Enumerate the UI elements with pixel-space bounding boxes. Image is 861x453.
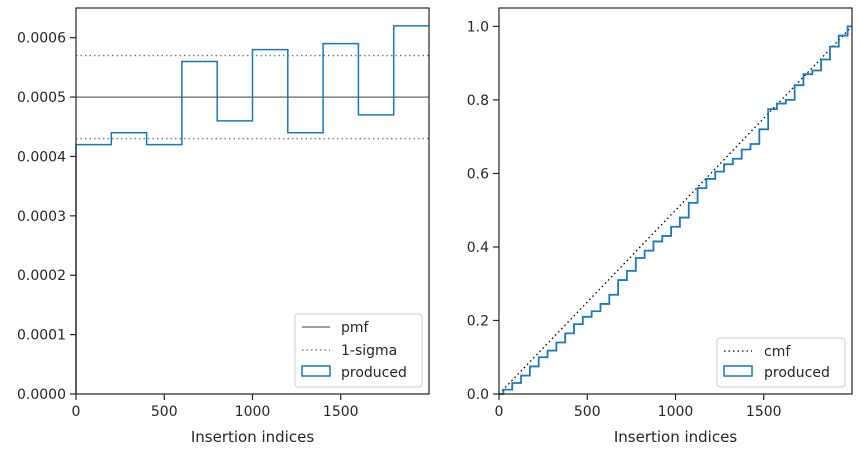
- legend-sigma-label: 1-sigma: [341, 343, 397, 359]
- legend-cmf-label: cmf: [764, 344, 791, 360]
- x-tick-label: 0: [72, 404, 81, 420]
- y-tick-label: 0.6: [467, 166, 489, 182]
- produced-histogram-step: [75, 25, 429, 394]
- x-tick-label: 1500: [746, 404, 782, 420]
- x-ticks: 0 500 1000 1500: [495, 394, 782, 420]
- y-tick-label: 0.0003: [17, 209, 66, 225]
- legend-pmf-label: pmf: [341, 320, 370, 336]
- y-tick-label: 0.0000: [17, 387, 66, 403]
- x-tick-label: 500: [151, 404, 178, 420]
- y-tick-label: 0.0006: [17, 31, 66, 47]
- x-tick-label: 0: [495, 404, 504, 420]
- x-ticks: 0 500 1000 1500: [72, 394, 359, 420]
- y-tick-label: 0.4: [467, 240, 489, 256]
- y-tick-label: 0.0004: [17, 149, 66, 165]
- legend-produced-label: produced: [764, 365, 830, 381]
- legend-frame: [294, 313, 423, 388]
- legend-produced-swatch: [723, 365, 753, 377]
- legend-produced-label: produced: [341, 365, 407, 381]
- x-axis-label: Insertion indices: [614, 428, 737, 446]
- legend-produced-swatch: [301, 365, 331, 377]
- produced-cumulative-step: [499, 25, 852, 395]
- y-tick-label: 0.0: [467, 387, 489, 403]
- y-tick-label: 0.0001: [17, 328, 66, 344]
- x-tick-label: 1000: [235, 404, 271, 420]
- y-ticks: 0.0 0.2 0.4 0.6 0.8 1.0: [467, 19, 499, 403]
- y-ticks: 0.0000 0.0001 0.0002 0.0003 0.0004 0.0005 0.00…: [17, 31, 76, 403]
- legend: pmf 1-sigma produced: [294, 313, 423, 388]
- pmf-histogram-chart: 0 500 1000 1500 0.00000.00010.00020.00030.0…: [17, 7, 430, 446]
- cmf-chart: 0 500 1000 1500 0.0 0.2 0.4 0.6 0.8 1.0 Insertio…: [467, 7, 853, 446]
- x-tick-label: 500: [574, 404, 601, 420]
- y-tick-label: 0.0005: [17, 90, 66, 106]
- plot-frame: [498, 7, 853, 395]
- y-tick-label: 0.8: [467, 93, 489, 109]
- x-tick-label: 1500: [323, 404, 359, 420]
- x-axis-label: Insertion indices: [191, 428, 314, 446]
- legend-frame: [716, 337, 846, 388]
- legend: cmf produced: [716, 337, 846, 388]
- y-tick-label: 0.2: [467, 313, 489, 329]
- x-tick-label: 1000: [658, 404, 694, 420]
- y-tick-label: 1.0: [467, 19, 489, 35]
- y-tick-label: 0.0002: [17, 268, 66, 284]
